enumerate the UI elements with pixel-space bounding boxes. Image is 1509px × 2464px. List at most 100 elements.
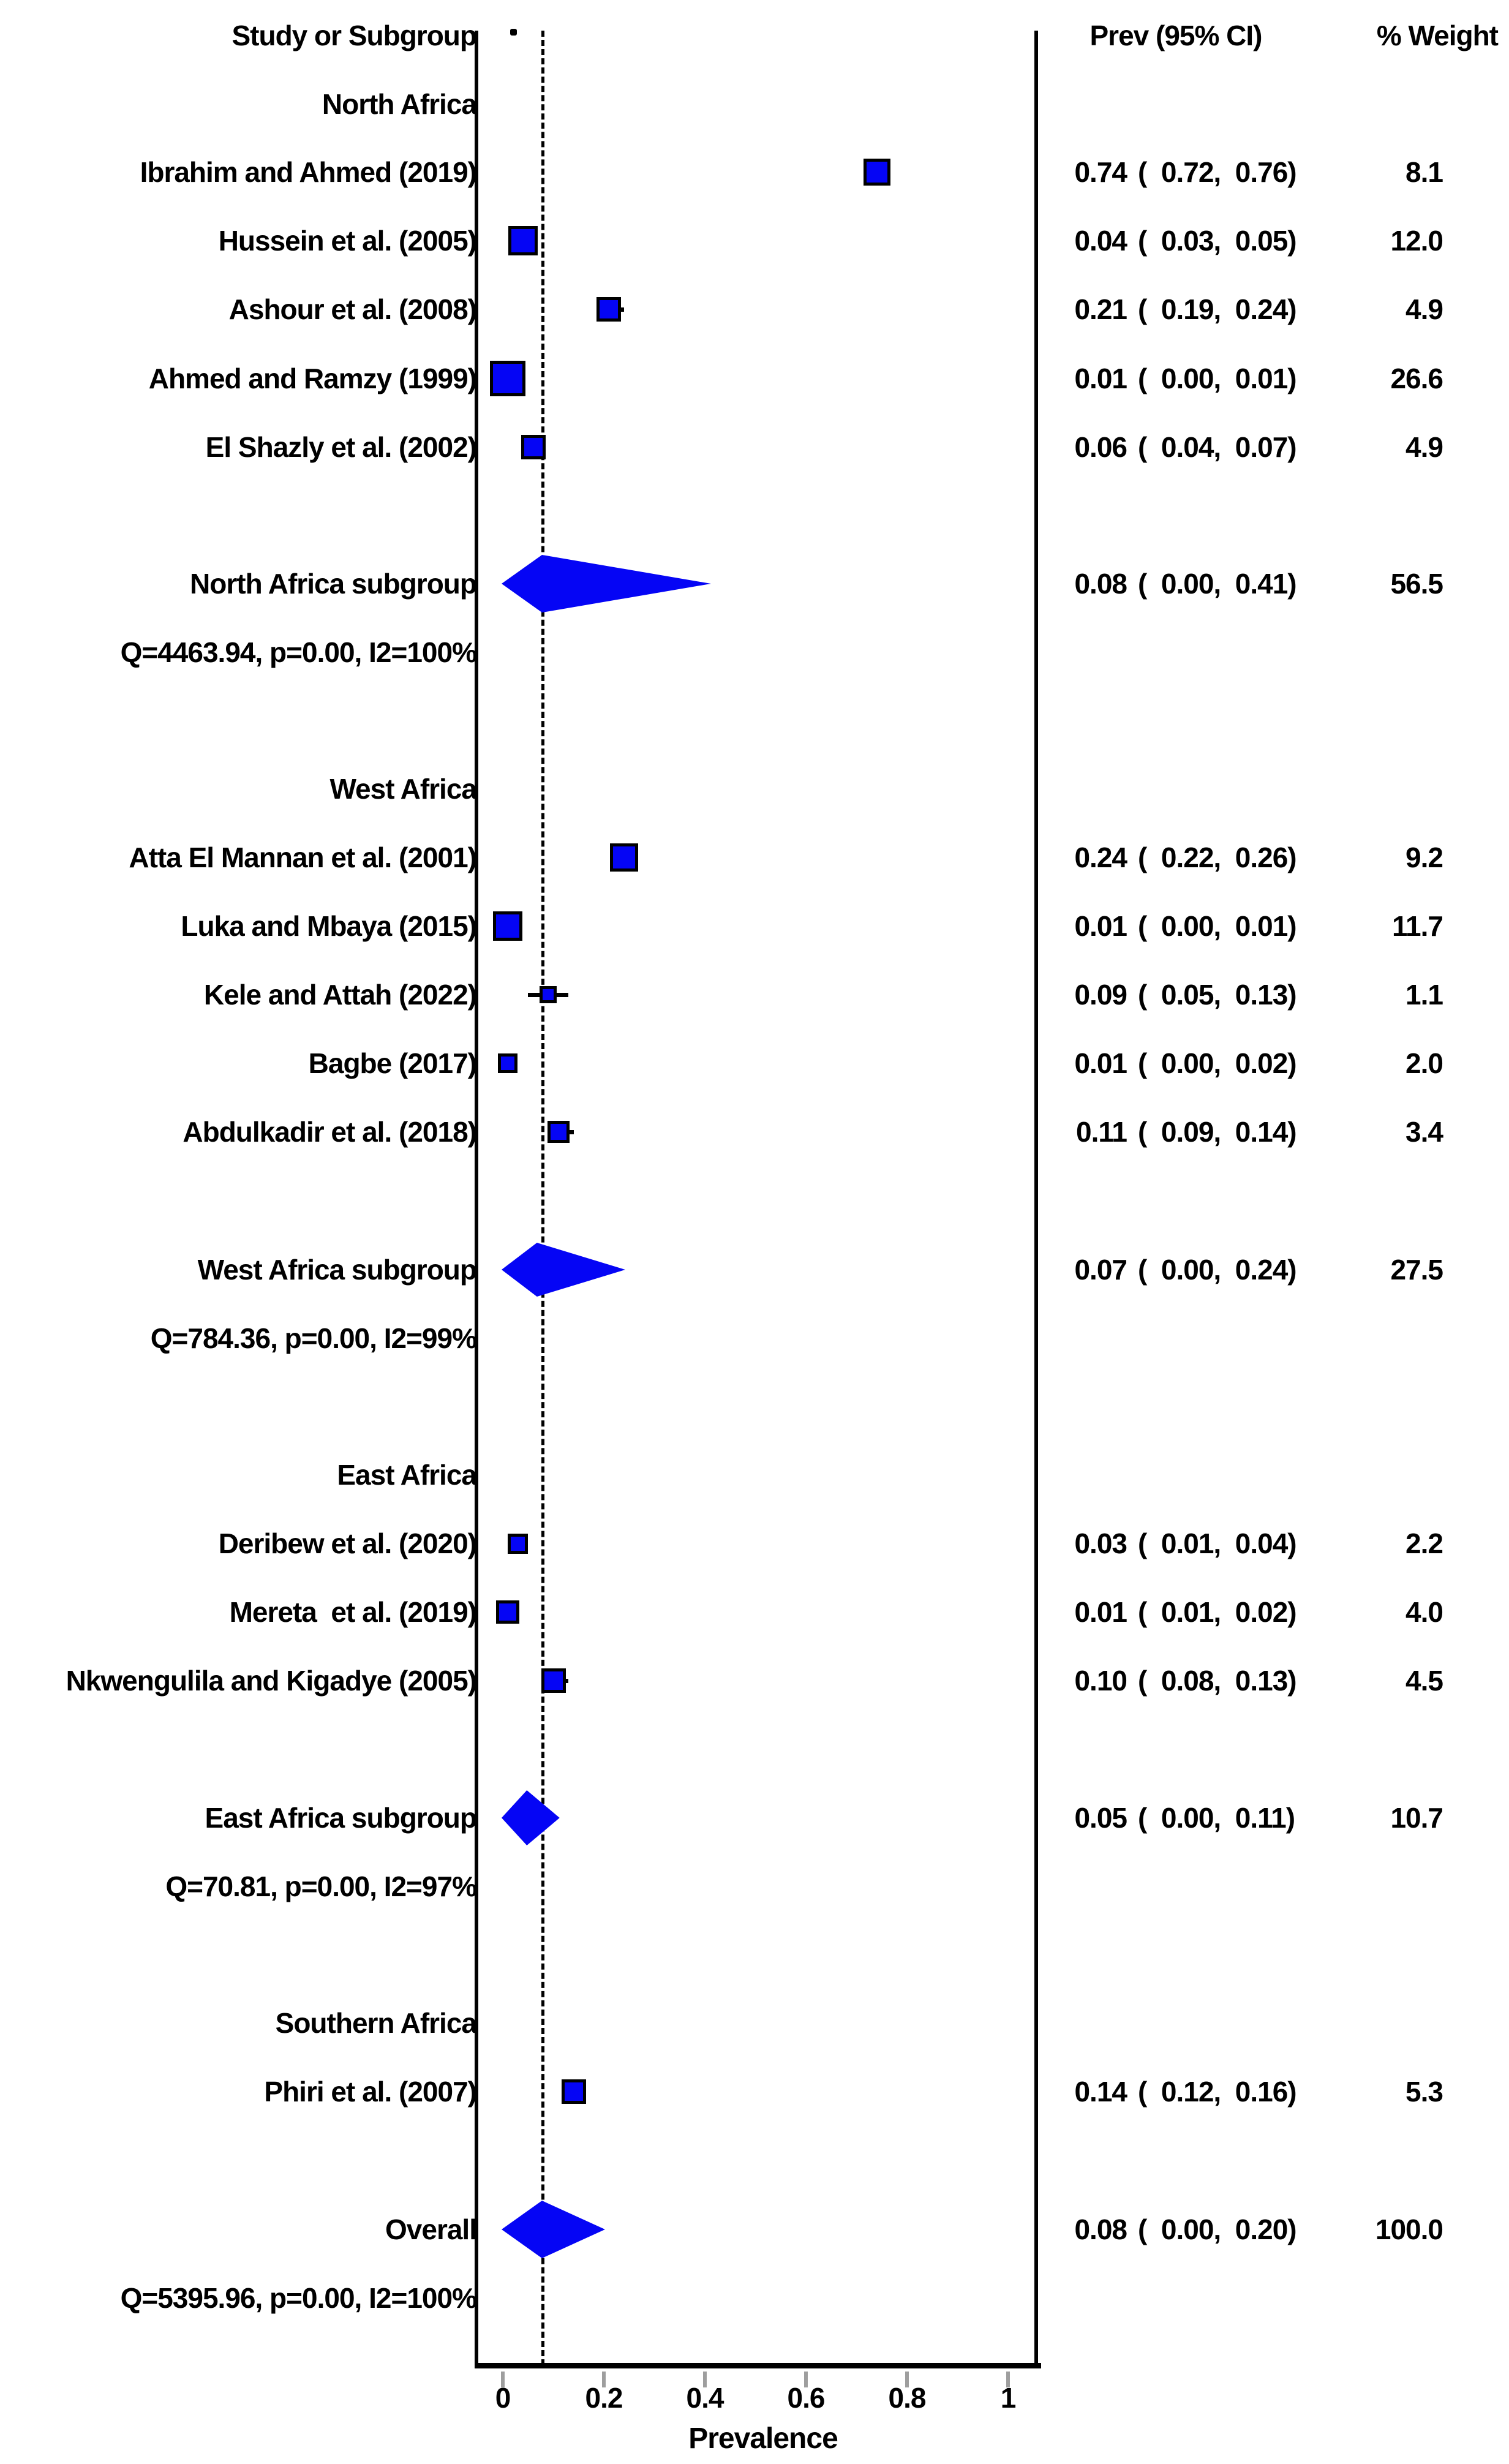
ci-value: ( 0.00, 0.01) xyxy=(1138,363,1297,394)
prev-value: 0.01 xyxy=(1074,910,1127,942)
prev-value: 0.01 xyxy=(1074,363,1127,394)
prev-value: 0.06 xyxy=(1074,431,1127,463)
weight-value: 2.0 xyxy=(1406,1047,1443,1079)
study-label: Ashour et al. (2008) xyxy=(228,293,477,325)
weight-value: 5.3 xyxy=(1406,2076,1443,2108)
study-label: Hussein et al. (2005) xyxy=(218,225,477,257)
study-square-marker xyxy=(596,297,622,322)
x-tick-label: 0.6 xyxy=(787,2382,826,2414)
study-label: Nkwengulila and Kigadye (2005) xyxy=(66,1665,477,1697)
study-label: Luka and Mbaya (2015) xyxy=(181,910,477,942)
prev-value: 0.05 xyxy=(1074,1802,1127,1834)
ci-value: ( 0.03, 0.05) xyxy=(1138,225,1297,257)
group-header-label: East Africa xyxy=(337,1459,477,1491)
subgroup-label: West Africa subgroup xyxy=(197,1254,477,1286)
ci-value: ( 0.08, 0.13) xyxy=(1138,1665,1297,1697)
study-square-marker xyxy=(863,159,890,186)
ci-value: ( 0.12, 0.16) xyxy=(1138,2076,1297,2108)
x-tick xyxy=(804,2372,808,2387)
weight-value: 26.6 xyxy=(1390,363,1443,394)
prev-value: 0.01 xyxy=(1074,1047,1127,1079)
study-square-marker xyxy=(496,1600,520,1624)
group-header-label: North Africa xyxy=(322,88,477,120)
study-square-marker xyxy=(508,1533,529,1554)
study-label: El Shazly et al. (2002) xyxy=(205,431,477,463)
subgroup-diamond-marker xyxy=(502,2201,605,2258)
weight-value: 56.5 xyxy=(1390,568,1443,600)
x-axis-title: Prevalence xyxy=(688,2422,838,2455)
weight-value: 2.2 xyxy=(1406,1528,1443,1559)
study-label: Kele and Attah (2022) xyxy=(203,979,477,1011)
weight-value: 100.0 xyxy=(1375,2213,1443,2245)
ci-value: ( 0.00, 0.24) xyxy=(1138,1254,1297,1286)
diamond-shape xyxy=(502,2201,605,2258)
ci-value: ( 0.22, 0.26) xyxy=(1138,842,1297,873)
group-header-label: Southern Africa xyxy=(275,2007,477,2039)
weight-value: 12.0 xyxy=(1390,225,1443,257)
column-header-weight: % Weight xyxy=(1376,20,1499,51)
subgroup-label: North Africa subgroup xyxy=(190,568,477,600)
x-tick xyxy=(703,2372,707,2387)
subgroup-label: East Africa subgroup xyxy=(205,1802,477,1834)
diamond-shape xyxy=(502,555,712,612)
study-square-marker xyxy=(540,986,557,1003)
x-tick xyxy=(1006,2372,1010,2387)
weight-value: 1.1 xyxy=(1406,979,1443,1011)
prev-value: 0.08 xyxy=(1074,568,1127,600)
plot-left-border xyxy=(475,31,478,2365)
subgroup-diamond-marker xyxy=(502,1243,625,1297)
ci-value: ( 0.00, 0.41) xyxy=(1138,568,1297,600)
study-square-marker xyxy=(561,2079,586,2104)
study-label: Ahmed and Ramzy (1999) xyxy=(148,363,477,394)
stray-dot-marker xyxy=(510,29,517,36)
x-tick xyxy=(905,2372,909,2387)
weight-value: 8.1 xyxy=(1406,156,1443,188)
prev-value: 0.10 xyxy=(1074,1665,1127,1697)
ci-value: ( 0.00, 0.01) xyxy=(1138,910,1297,942)
group-header-label: West Africa xyxy=(329,773,477,805)
column-header-study: Study or Subgroup xyxy=(231,20,477,51)
weight-value: 11.7 xyxy=(1392,910,1443,942)
prev-value: 0.04 xyxy=(1074,225,1127,257)
x-tick-label: 1 xyxy=(1000,2382,1017,2414)
ci-value: ( 0.00, 0.02) xyxy=(1138,1047,1297,1079)
heterogeneity-stats: Q=4463.94, p=0.00, I2=100% xyxy=(120,636,477,668)
study-label: Mereta et al. (2019) xyxy=(229,1596,477,1628)
study-label: Atta El Mannan et al. (2001) xyxy=(129,842,477,873)
study-square-marker xyxy=(521,435,546,459)
prev-value: 0.01 xyxy=(1074,1596,1127,1628)
prev-value: 0.14 xyxy=(1074,2076,1127,2108)
subgroup-diamond-marker xyxy=(502,555,712,612)
ci-value: ( 0.00, 0.11) xyxy=(1138,1802,1295,1834)
prev-value: 0.09 xyxy=(1074,979,1127,1011)
study-label: Abdulkadir et al. (2018) xyxy=(183,1116,477,1148)
x-axis-line xyxy=(475,2363,1041,2368)
overall-estimate-reference-line xyxy=(541,31,544,2365)
x-tick xyxy=(501,2372,505,2387)
plot-right-border xyxy=(1034,31,1038,2365)
weight-value: 10.7 xyxy=(1390,1802,1443,1834)
prev-value: 0.24 xyxy=(1074,842,1127,873)
weight-value: 4.5 xyxy=(1406,1665,1443,1697)
weight-value: 9.2 xyxy=(1406,842,1443,873)
heterogeneity-stats: Q=5395.96, p=0.00, I2=100% xyxy=(120,2282,477,2314)
prev-value: 0.74 xyxy=(1074,156,1127,188)
x-tick-label: 0 xyxy=(495,2382,511,2414)
diamond-shape xyxy=(502,1243,625,1297)
ci-value: ( 0.01, 0.02) xyxy=(1138,1596,1297,1628)
weight-value: 4.9 xyxy=(1406,431,1443,463)
prev-value: 0.11 xyxy=(1076,1116,1127,1148)
prev-value: 0.08 xyxy=(1074,2213,1127,2245)
prev-value: 0.21 xyxy=(1074,293,1127,325)
x-tick xyxy=(602,2372,606,2387)
study-square-marker xyxy=(547,1121,570,1143)
x-tick-label: 0.2 xyxy=(585,2382,623,2414)
study-square-marker xyxy=(610,843,638,872)
ci-value: ( 0.05, 0.13) xyxy=(1138,979,1297,1011)
column-header-prev-ci: Prev (95% CI) xyxy=(1089,20,1262,51)
ci-value: ( 0.72, 0.76) xyxy=(1138,156,1297,188)
weight-value: 4.9 xyxy=(1406,293,1443,325)
weight-value: 27.5 xyxy=(1390,1254,1443,1286)
study-square-marker xyxy=(493,911,523,941)
